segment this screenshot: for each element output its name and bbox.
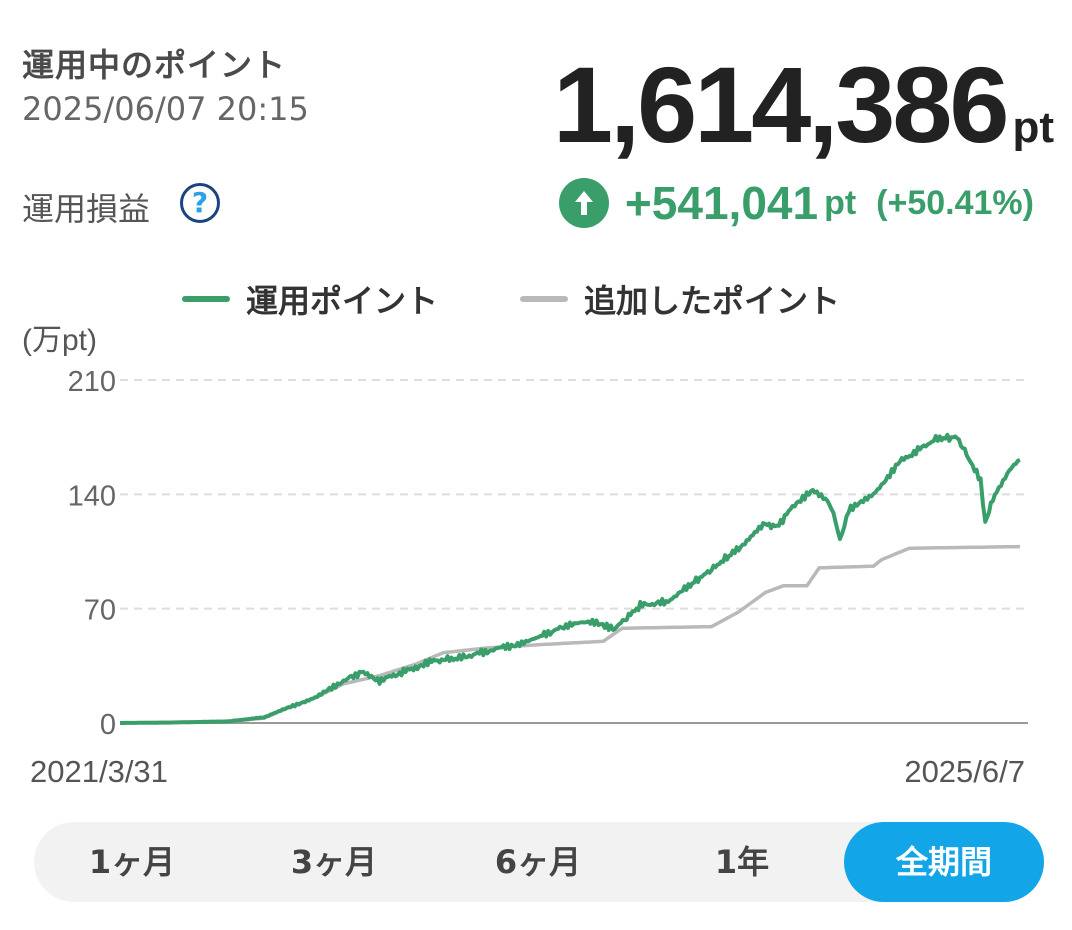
- profit-loss-unit: pt: [824, 183, 857, 222]
- x-axis-start-label: 2021/3/31: [30, 754, 168, 789]
- y-tick-label: 0: [100, 709, 116, 741]
- y-axis-unit-label: (万pt): [22, 324, 97, 357]
- legend-item-managed-points: 運用ポイント: [182, 276, 438, 322]
- points-chart: (万pt) 210 140 70 0 2021/3/31 2025/6/7: [22, 324, 1028, 789]
- timestamp: 2025/06/07 20:15: [22, 90, 309, 128]
- period-tab-1-year[interactable]: 1年: [714, 843, 770, 881]
- total-points: 1,614,386 pt: [553, 42, 1054, 167]
- arrow-up-icon: [574, 191, 593, 215]
- y-tick-label: 140: [68, 480, 116, 512]
- period-tab-1-month[interactable]: 1ヶ月: [88, 843, 176, 881]
- series-line-managed-points: [120, 432, 1021, 725]
- profit-loss: +541,041 pt (+50.41%): [558, 176, 1034, 230]
- legend-item-added-points: 追加したポイント: [520, 276, 840, 322]
- total-points-unit: pt: [1012, 103, 1054, 152]
- total-points-value: 1,614,386: [553, 44, 1009, 165]
- profit-loss-value: +541,041: [624, 177, 819, 229]
- page-title: 運用中のポイント: [22, 46, 287, 84]
- x-axis-end-label: 2025/6/7: [904, 754, 1025, 789]
- period-selector: 1ヶ月 3ヶ月 6ヶ月 1年 全期間: [34, 822, 1044, 902]
- profit-loss-percent: (+50.41%): [876, 183, 1034, 222]
- legend-label: 追加したポイント: [584, 282, 841, 320]
- period-tab-6-months[interactable]: 6ヶ月: [494, 843, 582, 881]
- legend-label: 運用ポイント: [246, 282, 439, 320]
- legend-swatch-green: [182, 296, 230, 302]
- legend-swatch-gray: [520, 296, 568, 302]
- series-line-added-points: [120, 544, 1020, 725]
- arrow-up-circle-icon: [558, 178, 609, 228]
- profit-loss-label: 運用損益: [22, 190, 151, 228]
- period-tab-3-months[interactable]: 3ヶ月: [290, 843, 378, 881]
- y-tick-label: 210: [68, 366, 116, 398]
- question-circle-icon[interactable]: ?: [180, 183, 220, 223]
- period-tab-all-time[interactable]: 全期間: [844, 822, 1044, 902]
- y-tick-label: 70: [84, 595, 116, 627]
